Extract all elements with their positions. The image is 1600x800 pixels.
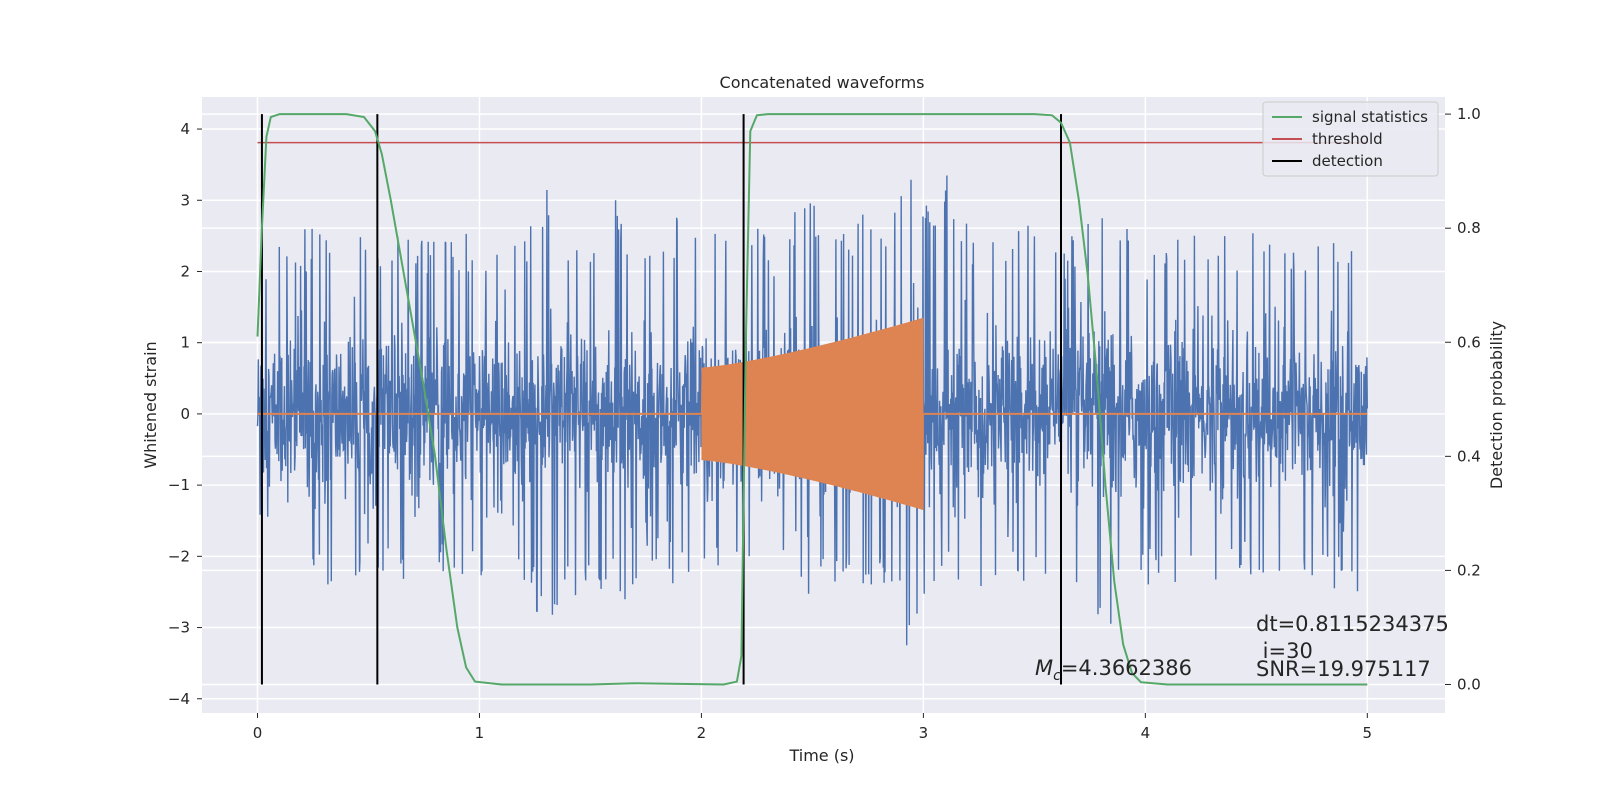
y2-tick-label: 0.0	[1457, 675, 1481, 693]
x-tick-label: 4	[1141, 724, 1151, 742]
y-tick-label: 2	[180, 262, 190, 280]
y-tick-label: −2	[168, 547, 190, 565]
x-axis-label: Time (s)	[788, 746, 854, 765]
mc-annotation: Mc=4.3662386	[1035, 656, 1192, 684]
legend-detection-label: detection	[1312, 152, 1383, 170]
y-tick-label: −3	[168, 619, 190, 637]
x-tick-label: 3	[919, 724, 929, 742]
i-annotation: i=30	[1256, 639, 1313, 663]
legend-box	[1262, 101, 1439, 177]
y-axis-ticks: −4 −3 −2 −1 0 1 2 3 4	[168, 120, 202, 708]
mc-subscript: c	[1053, 668, 1061, 684]
y-tick-label: 3	[180, 191, 190, 209]
y-tick-label: 1	[180, 334, 190, 352]
y2-axis-ticks: 0.0 0.2 0.4 0.6 0.8 1.0	[1445, 105, 1481, 693]
y2-axis-label: Detection probability	[1487, 321, 1506, 489]
x-tick-label: 2	[697, 724, 707, 742]
y-tick-label: 0	[180, 405, 190, 423]
legend-threshold-label: threshold	[1312, 130, 1383, 148]
x-tick-label: 1	[475, 724, 485, 742]
mc-value: =4.3662386	[1061, 656, 1192, 680]
y2-tick-label: 1.0	[1457, 105, 1481, 123]
x-tick-label: 0	[253, 724, 263, 742]
x-tick-label: 5	[1363, 724, 1373, 742]
y-axis-label: Whitened strain	[141, 341, 160, 468]
y-tick-label: −4	[168, 690, 190, 708]
legend-signal-statistics-label: signal statistics	[1312, 108, 1428, 126]
y2-tick-label: 0.2	[1457, 561, 1481, 579]
y-tick-label: −1	[168, 476, 190, 494]
x-axis-ticks: 0 1 2 3 4 5	[253, 713, 1372, 742]
signal-statistics-line	[256, 113, 1368, 686]
plot-area	[256, 113, 1368, 686]
y-tick-label: 4	[180, 120, 190, 138]
y2-tick-label: 0.4	[1457, 447, 1481, 465]
dt-annotation: dt=0.8115234375	[1256, 612, 1449, 636]
y2-tick-label: 0.6	[1457, 333, 1481, 351]
legend: signal statistics threshold detection	[1262, 101, 1439, 177]
y2-tick-label: 0.8	[1457, 219, 1481, 237]
snr-annotation: SNR=19.975117	[1256, 657, 1431, 681]
chart-title: Concatenated waveforms	[720, 73, 925, 92]
mc-symbol: M	[1035, 656, 1053, 680]
